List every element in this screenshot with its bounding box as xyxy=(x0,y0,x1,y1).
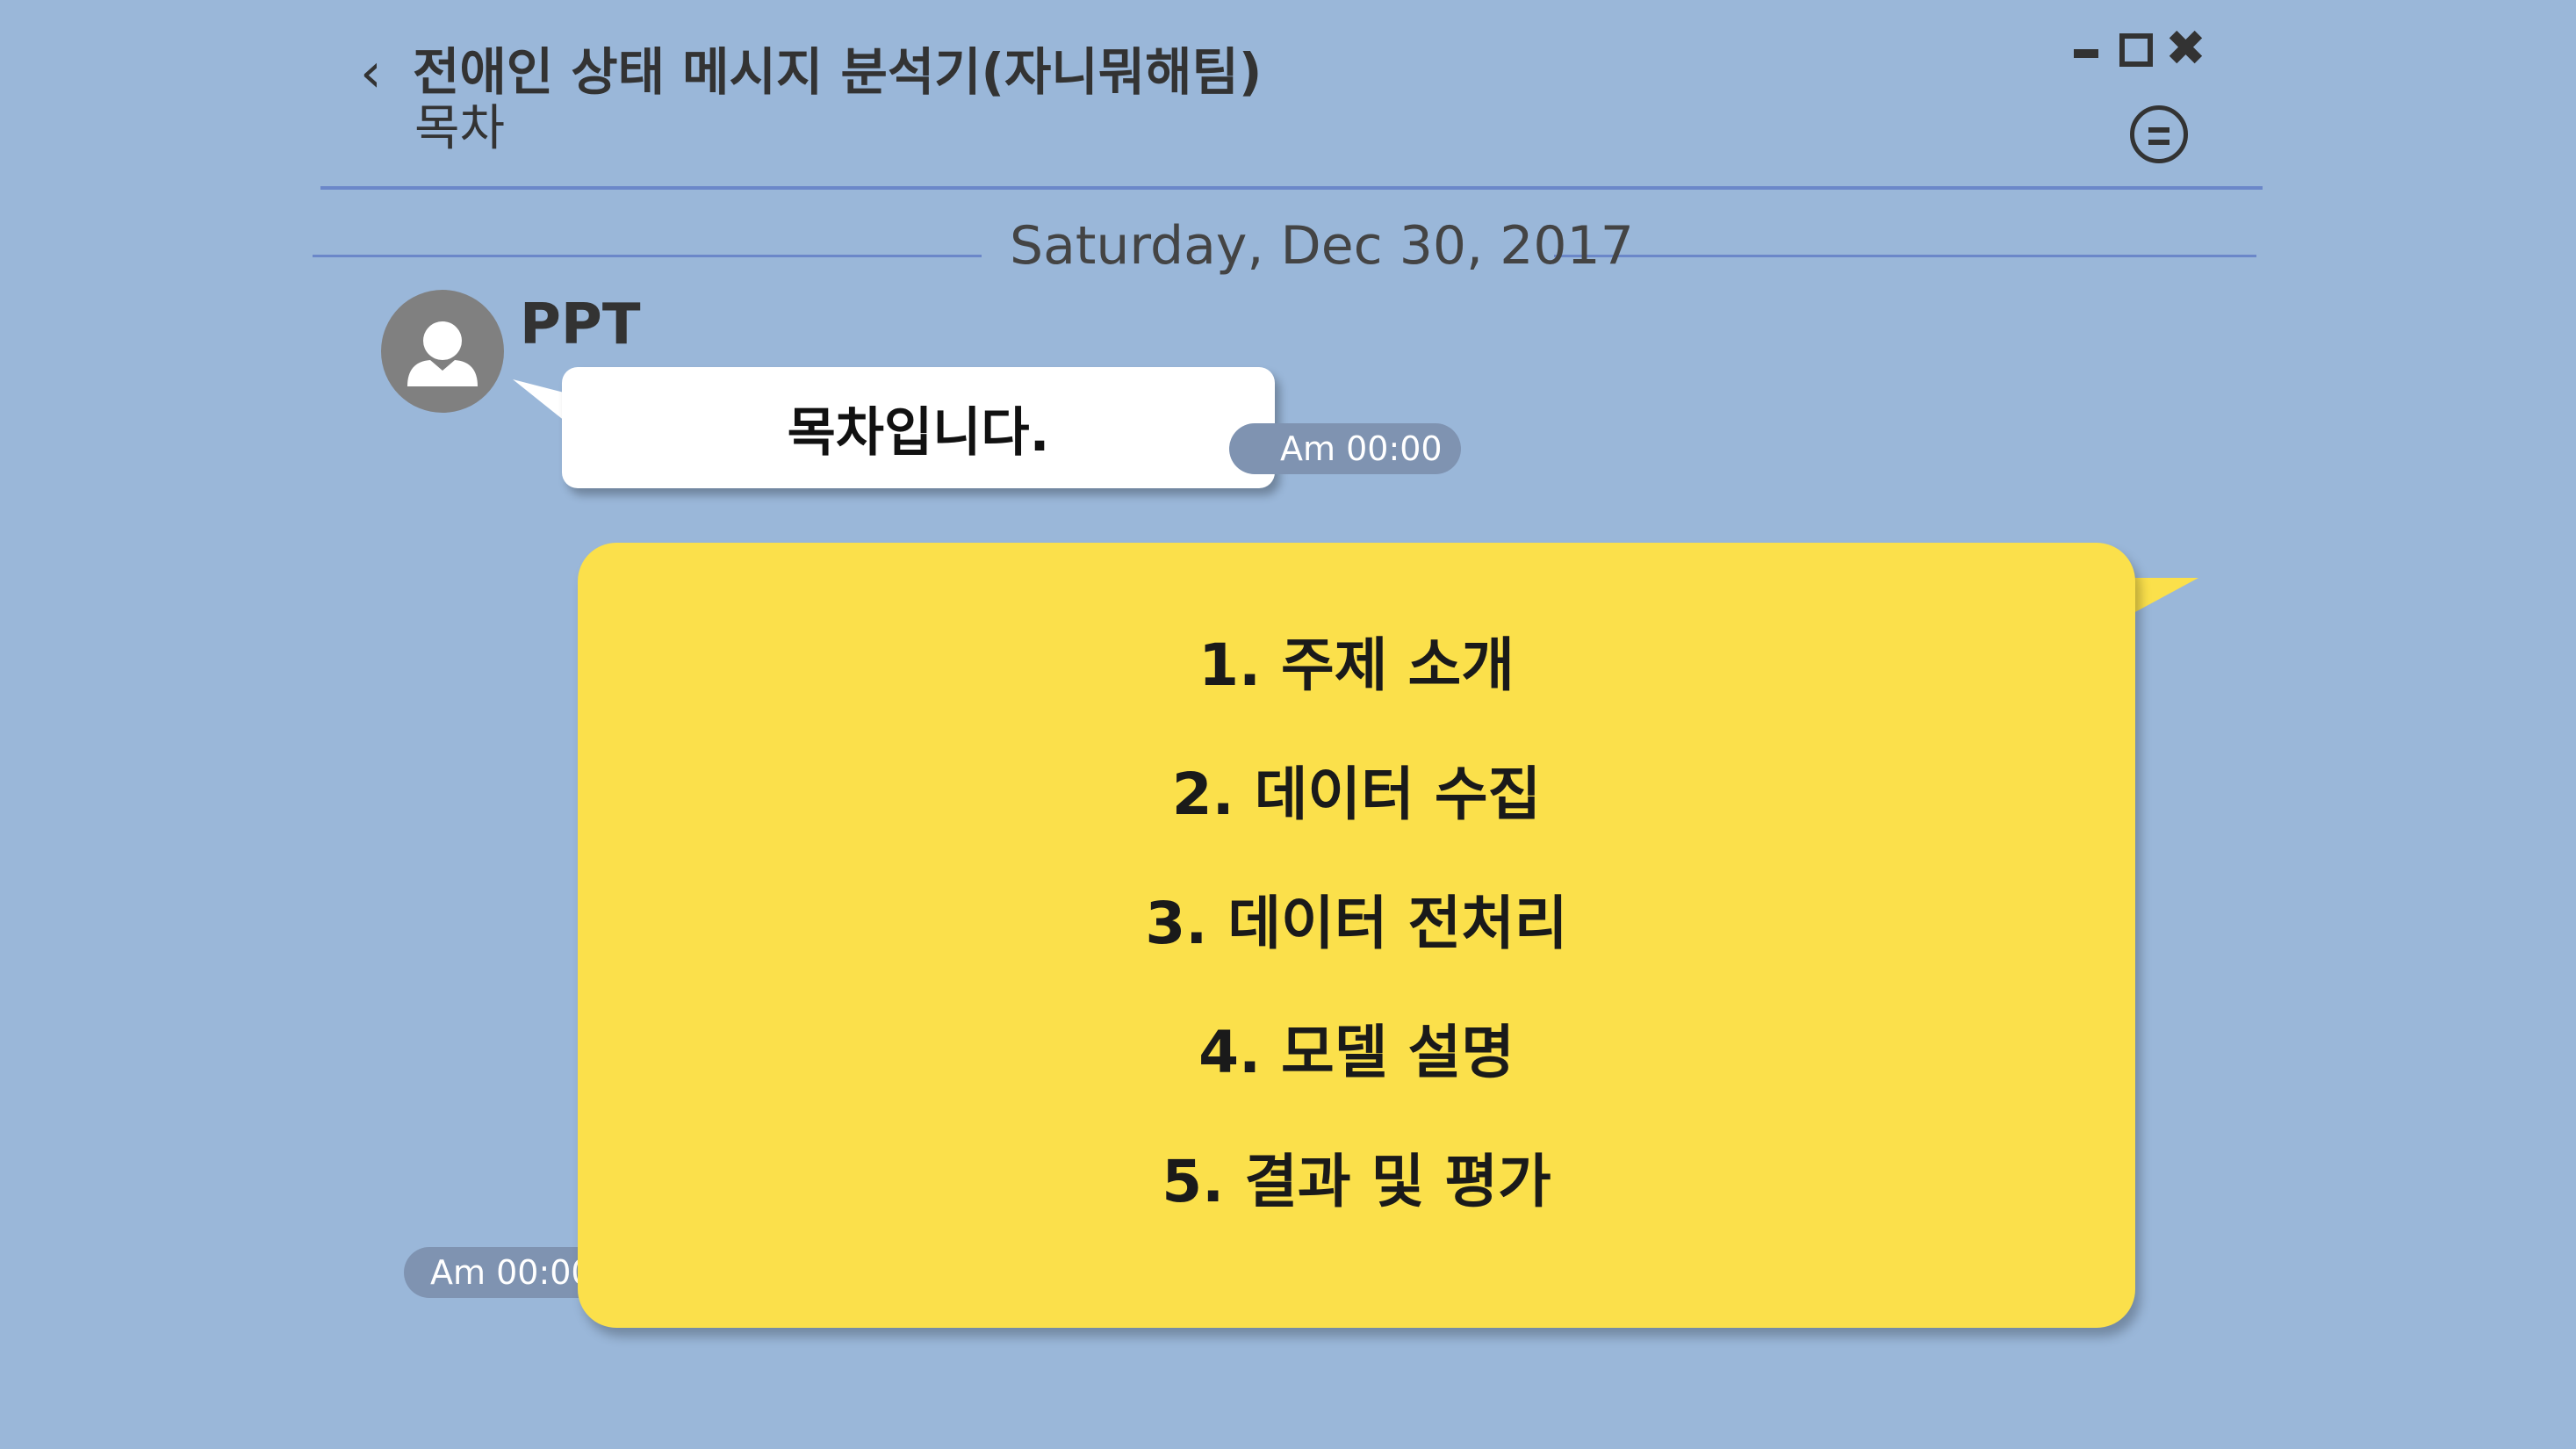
toc-item-5: 5. 결과 및 평가 xyxy=(1162,1148,1551,1215)
toc-item-1: 1. 주제 소개 xyxy=(1198,631,1515,699)
date-divider-left xyxy=(313,255,982,257)
sender-name: PPT xyxy=(520,292,641,357)
header-divider xyxy=(320,186,2263,190)
back-button[interactable]: ‹ xyxy=(360,42,395,104)
close-icon[interactable]: ✖ xyxy=(2165,20,2206,77)
table-of-contents-bubble[interactable]: 1. 주제 소개 2. 데이터 수집 3. 데이터 전처리 4. 모델 설명 5… xyxy=(578,543,2135,1328)
message-text: 목차입니다. xyxy=(787,401,1050,464)
chat-title: 전애인 상태 메시지 분석기(자니뭐해팀) xyxy=(413,42,1263,102)
maximize-icon[interactable] xyxy=(2119,33,2153,67)
toc-item-4: 4. 모델 설명 xyxy=(1198,1019,1515,1086)
date-divider-right xyxy=(1554,255,2256,257)
user-avatar-icon[interactable] xyxy=(381,290,504,413)
chevron-left-icon: ‹ xyxy=(360,40,382,105)
chat-subtitle: 목차 xyxy=(414,100,506,157)
date-label: Saturday, Dec 30, 2017 xyxy=(1010,215,1634,277)
toc-item-2: 2. 데이터 수집 xyxy=(1171,761,1542,828)
received-message-bubble[interactable]: 목차입니다. xyxy=(562,367,1275,488)
message-timestamp: Am 00:00 xyxy=(1229,423,1461,474)
menu-circle-icon[interactable] xyxy=(2130,105,2188,163)
toc-list: 1. 주제 소개 2. 데이터 수집 3. 데이터 전처리 4. 모델 설명 5… xyxy=(578,631,2135,1276)
minimize-icon[interactable] xyxy=(2072,32,2102,74)
toc-item-3: 3. 데이터 전처리 xyxy=(1145,890,1568,957)
bubble-tail xyxy=(513,379,574,429)
